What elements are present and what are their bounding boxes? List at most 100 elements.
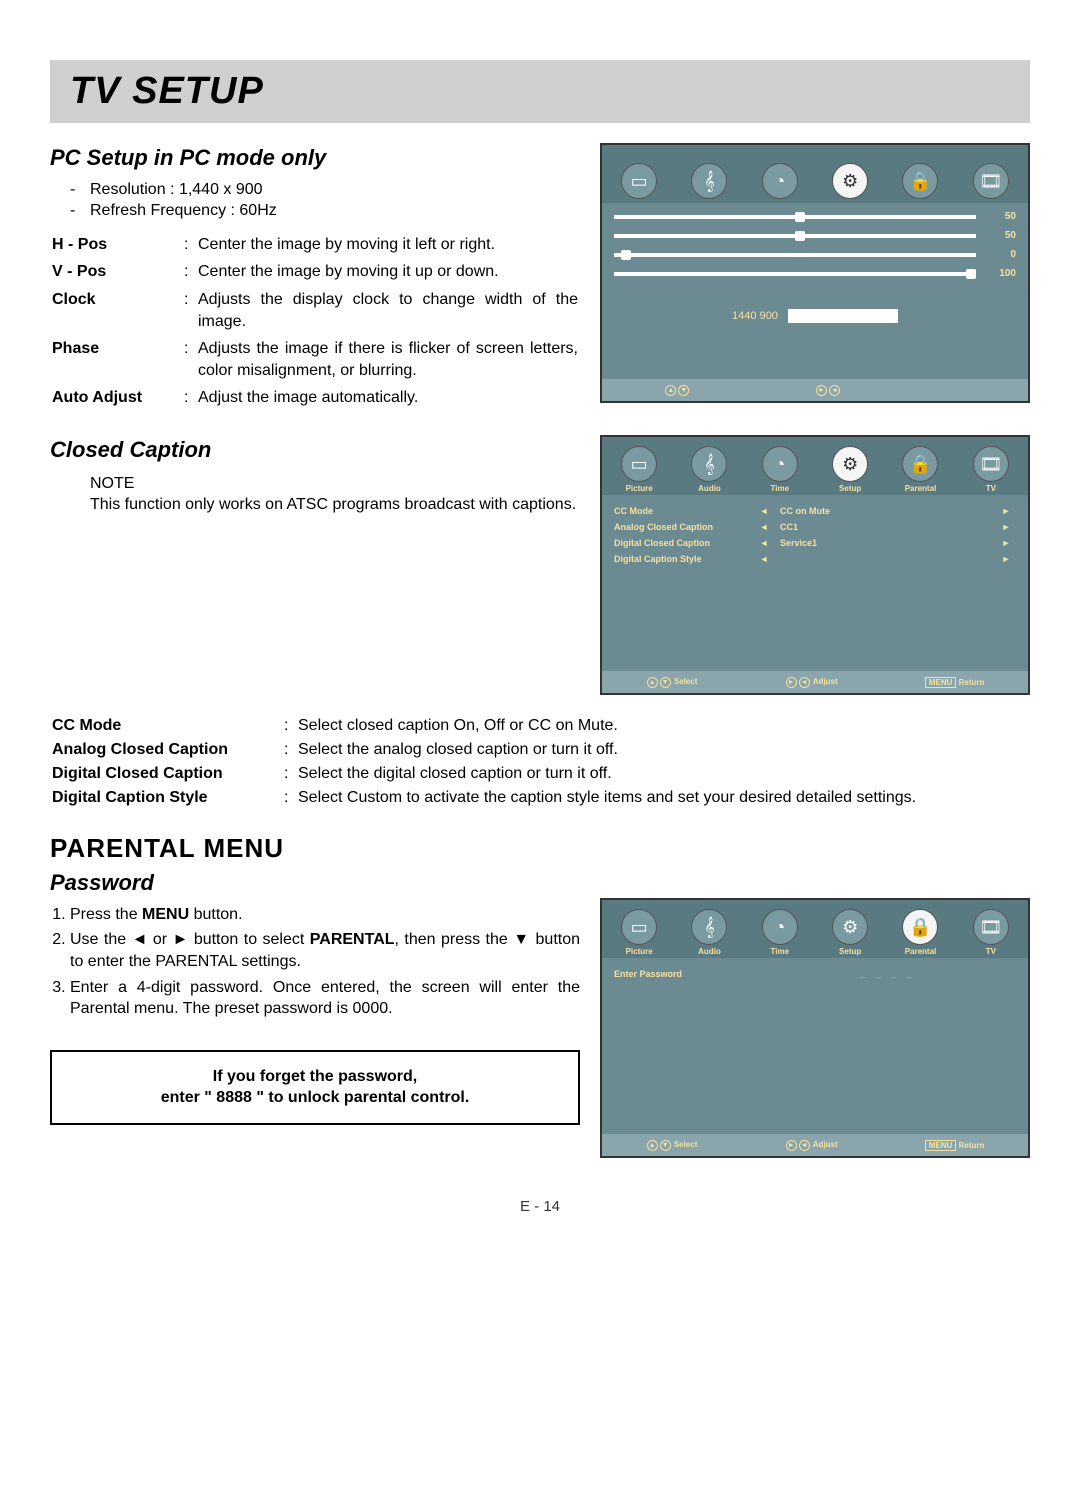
tab-label: Audio xyxy=(674,947,744,956)
osd-tab-picture[interactable]: ▭ Picture xyxy=(604,442,674,495)
lock-icon: 🔒 xyxy=(902,909,938,945)
osd-menu-item[interactable]: Digital Closed CaptionService1 xyxy=(614,535,1016,551)
osd-pc-panel: ▭ 𝄞 ◔ ⚙ 🔒 🎞 50 50 0 100 1440 900 ▲▼ ►◄ xyxy=(600,143,1030,403)
def-desc: Center the image by moving it up or down… xyxy=(198,261,578,287)
tab-label: Setup xyxy=(815,484,885,493)
clock-icon: ◔ xyxy=(762,909,798,945)
osd-slider[interactable]: 0 xyxy=(614,249,1016,260)
osd-tab-setup[interactable]: ⚙ Setup xyxy=(815,905,885,958)
film-icon: 🎞 xyxy=(973,446,1009,482)
slider-value: 100 xyxy=(986,268,1016,279)
step: Use the ◄ or ► button to select PARENTAL… xyxy=(70,929,580,972)
osd-tab-audio[interactable]: 𝄞 Audio xyxy=(674,442,744,495)
tab-label: Parental xyxy=(885,484,955,493)
osd-tabbar: ▭Picture 𝄞 Audio ◔ Time ⚙ Setup 🔒 Parental 🎞… xyxy=(602,900,1028,958)
tab-label: Time xyxy=(745,484,815,493)
osd-tab-parental[interactable]: 🔒 Parental xyxy=(885,442,955,495)
step: Press the MENU button. xyxy=(70,904,580,926)
film-icon: 🎞 xyxy=(973,163,1009,199)
bullet: Resolution : 1,440 x 900 xyxy=(90,179,263,201)
step: Enter a 4-digit password. Once entered, … xyxy=(70,977,580,1020)
osd-parental-panel: ▭Picture 𝄞 Audio ◔ Time ⚙ Setup 🔒 Parental 🎞… xyxy=(600,898,1030,1158)
closed-caption-section: Closed Caption NOTE This function only w… xyxy=(50,435,1030,695)
pc-setup-bullets: -Resolution : 1,440 x 900 -Refresh Frequ… xyxy=(50,179,580,222)
clock-icon: ◔ xyxy=(762,446,798,482)
osd-tab-audio[interactable]: 𝄞 Audio xyxy=(674,905,744,958)
tab-label: Picture xyxy=(604,947,674,956)
pc-setup-section: PC Setup in PC mode only -Resolution : 1… xyxy=(50,143,1030,415)
music-icon: 𝄞 xyxy=(691,163,727,199)
osd-tab-setup[interactable]: ⚙ xyxy=(815,159,885,203)
def-desc: Select the analog closed caption or turn… xyxy=(298,741,1028,763)
def-desc: Adjusts the image if there is flicker of… xyxy=(198,338,578,385)
osd-tab-picture[interactable]: ▭Picture xyxy=(604,905,674,958)
def-label: H - Pos xyxy=(52,234,182,260)
page-title: TV SETUP xyxy=(70,70,1010,113)
osd-tab-tv[interactable]: 🎞 TV xyxy=(956,905,1026,958)
bullet: Refresh Frequency : 60Hz xyxy=(90,200,277,222)
tab-label: Time xyxy=(745,947,815,956)
cc-heading: Closed Caption xyxy=(50,435,580,465)
osd-menu-item[interactable]: Analog Closed CaptionCC1 xyxy=(614,519,1016,535)
lock-icon: 🔒 xyxy=(902,446,938,482)
slider-value: 0 xyxy=(986,249,1016,260)
clock-icon: ◔ xyxy=(762,163,798,199)
osd-slider[interactable]: 50 xyxy=(614,211,1016,222)
music-icon: 𝄞 xyxy=(691,446,727,482)
osd-menu-item[interactable]: Enter Password _ _ _ _ xyxy=(614,966,1016,982)
osd-tab-time[interactable]: ◔ Time xyxy=(745,442,815,495)
gear-icon: ⚙ xyxy=(832,163,868,199)
osd-menu-item[interactable]: CC ModeCC on Mute xyxy=(614,503,1016,519)
tab-label: Audio xyxy=(674,484,744,493)
osd-body: CC ModeCC on Mute Analog Closed CaptionC… xyxy=(602,495,1028,665)
def-desc: Adjust the image automatically. xyxy=(198,387,578,413)
password-reset-note: If you forget the password, enter " 8888… xyxy=(50,1050,580,1125)
osd-slider[interactable]: 50 xyxy=(614,230,1016,241)
def-label: Phase xyxy=(52,338,182,385)
def-label: CC Mode xyxy=(52,717,282,739)
def-desc: Select the digital closed caption or tur… xyxy=(298,765,1028,787)
osd-tab-picture[interactable]: ▭ xyxy=(604,159,674,203)
osd-tab-audio[interactable]: 𝄞 xyxy=(674,159,744,203)
osd-tab-time[interactable]: ◔ xyxy=(745,159,815,203)
osd-tab-time[interactable]: ◔ Time xyxy=(745,905,815,958)
note-text: This function only works on ATSC program… xyxy=(90,494,580,516)
osd-menu-item[interactable]: Digital Caption Style xyxy=(614,551,1016,567)
film-icon: 🎞 xyxy=(973,909,1009,945)
osd-slider[interactable]: 100 xyxy=(614,268,1016,279)
def-label: V - Pos xyxy=(52,261,182,287)
osd-body: Enter Password _ _ _ _ xyxy=(602,958,1028,1128)
def-desc: Adjusts the display clock to change widt… xyxy=(198,289,578,336)
osd-tab-tv[interactable]: 🎞 TV xyxy=(956,442,1026,495)
osd-footer: ▲▼ Select ►◄ Adjust MENU Return xyxy=(602,1134,1028,1156)
tab-label: Picture xyxy=(604,484,674,493)
osd-cc-panel: ▭ Picture 𝄞 Audio ◔ Time ⚙Setup 🔒 Parental 🎞… xyxy=(600,435,1030,695)
tab-label: Parental xyxy=(885,947,955,956)
note-line: If you forget the password, xyxy=(72,1066,558,1088)
tab-label: TV xyxy=(956,947,1026,956)
osd-body: 50 50 0 100 1440 900 xyxy=(602,203,1028,373)
tv-icon: ▭ xyxy=(621,446,657,482)
osd-tab-parental[interactable]: 🔒 Parental xyxy=(885,905,955,958)
osd-footer: ▲▼ ►◄ xyxy=(602,379,1028,401)
password-heading: Password xyxy=(50,868,580,898)
lock-icon: 🔒 xyxy=(902,163,938,199)
parental-section: Password Press the MENU button. Use the … xyxy=(50,868,1030,1158)
def-desc: Select closed caption On, Off or CC on M… xyxy=(298,717,1028,739)
slider-value: 50 xyxy=(986,230,1016,241)
def-desc: Select Custom to activate the caption st… xyxy=(298,789,1028,811)
cc-definitions: CC Mode:Select closed caption On, Off or… xyxy=(50,715,1030,813)
music-icon: 𝄞 xyxy=(691,909,727,945)
def-label: Digital Closed Caption xyxy=(52,765,282,787)
pc-setup-definitions: H - Pos:Center the image by moving it le… xyxy=(50,232,580,415)
gear-icon: ⚙ xyxy=(832,909,868,945)
tv-icon: ▭ xyxy=(621,163,657,199)
note-label: NOTE xyxy=(90,473,580,495)
tab-label: TV xyxy=(956,484,1026,493)
osd-tab-parental[interactable]: 🔒 xyxy=(885,159,955,203)
def-label: Auto Adjust xyxy=(52,387,182,413)
osd-footer: ▲▼ Select ►◄ Adjust MENU Return xyxy=(602,671,1028,693)
osd-tab-tv[interactable]: 🎞 xyxy=(956,159,1026,203)
tab-label: Setup xyxy=(815,947,885,956)
osd-tab-setup[interactable]: ⚙Setup xyxy=(815,442,885,495)
